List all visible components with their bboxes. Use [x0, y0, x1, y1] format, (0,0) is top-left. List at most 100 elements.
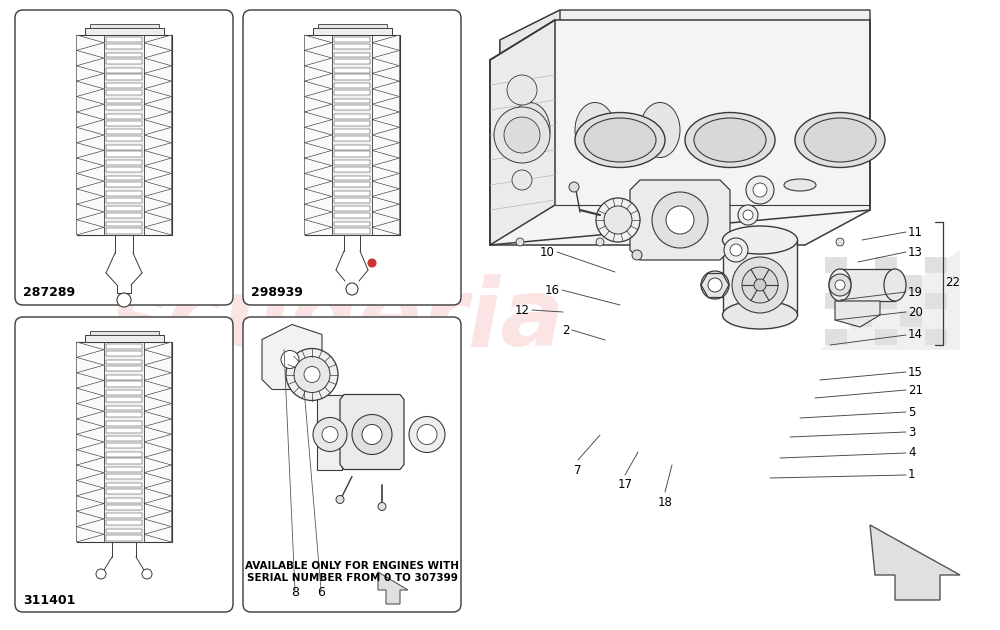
Text: 20: 20	[908, 306, 923, 319]
Bar	[106, 59, 142, 64]
Bar	[334, 68, 370, 72]
Polygon shape	[317, 394, 342, 469]
Bar	[106, 151, 142, 157]
Polygon shape	[76, 158, 104, 173]
Bar	[334, 222, 370, 226]
Bar	[106, 375, 142, 380]
Text: 13: 13	[908, 246, 923, 258]
Bar	[875, 329, 897, 345]
Text: 10: 10	[540, 246, 555, 258]
Text: 17: 17	[618, 479, 633, 491]
Circle shape	[409, 416, 445, 452]
Bar	[106, 397, 142, 402]
Circle shape	[708, 278, 722, 292]
Circle shape	[652, 192, 708, 248]
Polygon shape	[304, 204, 332, 220]
Bar	[106, 37, 142, 42]
Polygon shape	[500, 10, 560, 230]
Polygon shape	[304, 173, 332, 189]
Circle shape	[738, 205, 758, 225]
Bar	[106, 207, 142, 211]
Polygon shape	[372, 189, 400, 204]
Polygon shape	[304, 142, 332, 158]
Text: 6: 6	[317, 586, 325, 599]
Ellipse shape	[694, 118, 766, 162]
Bar	[334, 37, 370, 42]
Ellipse shape	[829, 269, 851, 301]
Polygon shape	[76, 419, 104, 434]
Circle shape	[836, 238, 844, 246]
Polygon shape	[304, 96, 332, 112]
Polygon shape	[304, 112, 332, 127]
Bar	[106, 43, 142, 49]
Polygon shape	[144, 465, 172, 481]
Bar	[106, 437, 142, 441]
Circle shape	[286, 348, 338, 401]
Bar	[840, 269, 895, 301]
Polygon shape	[630, 180, 730, 260]
Bar	[304, 35, 400, 235]
Bar	[106, 136, 142, 141]
Bar	[334, 129, 370, 134]
Circle shape	[512, 170, 532, 190]
Circle shape	[362, 425, 382, 445]
Polygon shape	[144, 204, 172, 220]
Bar	[850, 311, 872, 327]
Bar	[106, 520, 142, 525]
Bar	[334, 198, 370, 203]
Text: 298939: 298939	[251, 287, 303, 299]
Bar	[106, 114, 142, 118]
Ellipse shape	[584, 118, 656, 162]
Bar	[106, 198, 142, 203]
Bar	[106, 160, 142, 165]
Bar	[106, 443, 142, 448]
Bar	[106, 222, 142, 226]
Bar	[106, 74, 142, 79]
Ellipse shape	[784, 179, 816, 191]
Bar	[106, 213, 142, 218]
Polygon shape	[144, 373, 172, 388]
Polygon shape	[76, 66, 104, 81]
Polygon shape	[76, 189, 104, 204]
Polygon shape	[144, 96, 172, 112]
Bar	[334, 207, 370, 211]
Bar	[106, 428, 142, 433]
Polygon shape	[144, 35, 172, 50]
Text: 8: 8	[291, 586, 299, 599]
Polygon shape	[144, 189, 172, 204]
Text: 311401: 311401	[23, 593, 75, 607]
Text: 16: 16	[545, 284, 560, 297]
Circle shape	[756, 238, 764, 246]
Circle shape	[304, 367, 320, 382]
Polygon shape	[144, 496, 172, 511]
Polygon shape	[76, 81, 104, 96]
Bar	[106, 536, 142, 541]
Bar	[825, 329, 847, 345]
Polygon shape	[372, 50, 400, 66]
Polygon shape	[835, 301, 880, 327]
Bar	[76, 35, 172, 235]
Polygon shape	[76, 511, 104, 527]
Polygon shape	[262, 324, 322, 389]
Ellipse shape	[804, 118, 876, 162]
Polygon shape	[340, 394, 404, 469]
Ellipse shape	[640, 103, 680, 158]
Circle shape	[604, 206, 632, 234]
Polygon shape	[372, 112, 400, 127]
Polygon shape	[304, 220, 332, 235]
Polygon shape	[490, 20, 555, 245]
Bar	[106, 406, 142, 410]
Bar	[106, 351, 142, 356]
Circle shape	[378, 503, 386, 510]
Polygon shape	[144, 158, 172, 173]
Bar	[900, 275, 922, 291]
Bar	[925, 329, 947, 345]
Polygon shape	[76, 127, 104, 142]
Bar	[106, 452, 142, 457]
Bar	[106, 505, 142, 510]
Bar	[900, 311, 922, 327]
Bar	[334, 52, 370, 57]
Circle shape	[746, 176, 774, 204]
Text: 18: 18	[658, 496, 672, 508]
Bar	[106, 390, 142, 395]
